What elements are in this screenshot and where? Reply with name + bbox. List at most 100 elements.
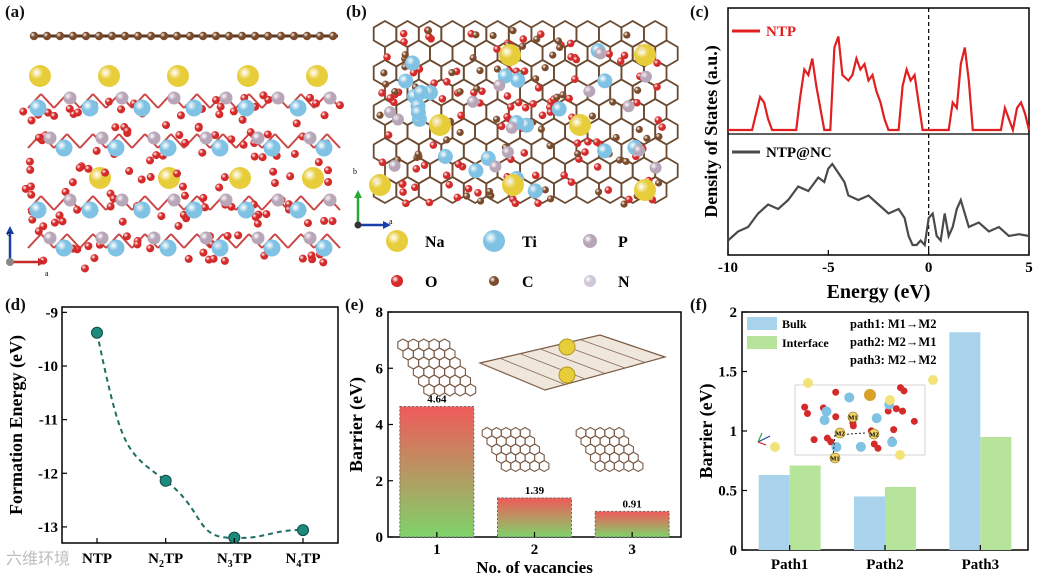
phosphorus-atom [147, 231, 161, 245]
phosphorus-atom [147, 131, 161, 145]
oxygen-atom [593, 163, 602, 171]
oxygen-atom [68, 178, 77, 187]
c-axis-arrow [6, 226, 14, 234]
graphene-ring [510, 459, 521, 473]
oxygen-atom [383, 53, 391, 61]
oxygen-atom [454, 160, 463, 168]
carbon-atom [391, 87, 399, 96]
trend-curve [96, 332, 304, 539]
oxygen-atom [61, 187, 70, 196]
graphene-grid-line [539, 348, 606, 374]
sodium-atom [770, 442, 780, 452]
bond [170, 233, 185, 249]
inset-vacancy-2 [481, 426, 550, 473]
oxygen-atom [290, 149, 299, 158]
carbon-atom [537, 125, 545, 133]
oxygen-atom [573, 139, 582, 148]
carbon-atom [146, 31, 156, 41]
oxygen-atom [529, 99, 537, 108]
bar-interface-path3 [980, 436, 1012, 550]
bar-interface-path1 [789, 465, 821, 550]
graphene-ring [538, 459, 550, 473]
y-tick-label: 0 [730, 543, 738, 559]
panel-a-label: (a) [5, 2, 25, 21]
plot-frame [61, 306, 339, 544]
bond [183, 233, 198, 249]
titanium-atom [263, 239, 281, 257]
carbon-atom [315, 31, 325, 41]
x-tick-label: N4TP [285, 551, 320, 570]
oxygen-atom [604, 186, 613, 194]
carbon-atom [493, 65, 502, 73]
y-tick-label: 2 [730, 305, 738, 321]
bond [196, 93, 211, 109]
oxygen-atom [200, 203, 209, 212]
oxygen-atom [229, 107, 238, 116]
oxygen-atom [73, 108, 82, 117]
a-axis-arrow [383, 221, 391, 229]
x-axis-label: Energy (eV) [827, 281, 931, 303]
phosphorus-atom [384, 106, 397, 119]
titanium-atom [263, 139, 281, 157]
site-label: M2 [835, 431, 844, 438]
carbon-atom [381, 80, 390, 88]
site-marker-m2 [834, 427, 846, 439]
bond [170, 133, 185, 149]
oxygen-atom [215, 183, 224, 192]
oxygen-atom [34, 133, 43, 142]
carbon-atom [263, 31, 273, 41]
y-axis-label: Formation Energy (eV) [6, 335, 27, 515]
y-tick-label: -12 [38, 466, 58, 482]
titanium-atom [289, 99, 307, 117]
x-tick-label: -10 [718, 260, 738, 276]
oxygen-atom [184, 254, 193, 263]
oxygen-atom [514, 98, 523, 107]
oxygen-atom [398, 180, 407, 188]
carbon-atom [237, 31, 247, 41]
site-label: M1 [830, 456, 839, 463]
carbon-atom [595, 188, 603, 196]
carbon-atom [549, 51, 557, 59]
phosphorus-atom [115, 193, 129, 207]
carbon-atom [541, 186, 549, 194]
y-tick-label: -10 [38, 359, 58, 375]
legend-swatch-n [584, 275, 596, 287]
oxygen-atom [445, 180, 454, 189]
carbon-atom [574, 150, 582, 158]
phosphorus-atom [303, 231, 317, 245]
carbon-atom [655, 179, 663, 187]
legend-label-bulk: Bulk [782, 317, 807, 331]
bar-bulk-path2 [854, 496, 885, 550]
oxygen-atom [566, 39, 575, 48]
titanium-atom [468, 163, 484, 179]
bond [66, 133, 81, 149]
carbon-atom [133, 31, 143, 41]
carbon-atom [424, 26, 433, 35]
a-axis-arrow [38, 258, 46, 266]
titanium-atom [887, 437, 898, 448]
carbon-atom [588, 112, 597, 120]
oxygen-atom [146, 173, 155, 182]
x-tick-label: N2TP [148, 551, 183, 570]
oxygen-atom [194, 123, 203, 132]
panel-d-label: (d) [5, 295, 26, 314]
y-axis-label: Barrier (eV) [346, 377, 367, 472]
titanium-atom [315, 239, 333, 257]
phosphorus-atom [649, 161, 662, 174]
sodium-atom [634, 179, 656, 201]
oxygen-atom [238, 115, 247, 124]
titanium-atom [527, 183, 543, 199]
sodium-atom [928, 375, 938, 385]
sodium-atom [29, 65, 51, 87]
oxygen-atom [146, 244, 155, 253]
oxygen-atom [84, 242, 93, 251]
bond [118, 233, 133, 249]
x-tick-label: NTP [82, 551, 112, 567]
oxygen-atom [176, 111, 185, 120]
x-tick-label: 0 [925, 260, 933, 276]
oxygen-atom [531, 171, 540, 180]
carbon-atom [302, 31, 312, 41]
sodium-atom [306, 65, 328, 87]
oxygen-atom [653, 83, 661, 91]
sodium-atom [229, 167, 251, 189]
